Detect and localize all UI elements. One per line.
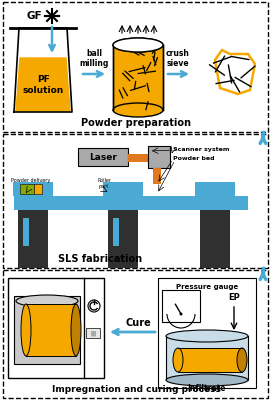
Ellipse shape bbox=[113, 103, 163, 117]
Bar bbox=[148, 146, 170, 168]
Bar bbox=[195, 182, 235, 196]
Text: EP: EP bbox=[228, 294, 240, 302]
Bar bbox=[86, 328, 100, 338]
Bar bbox=[13, 182, 53, 196]
Ellipse shape bbox=[71, 304, 81, 356]
Ellipse shape bbox=[113, 38, 163, 52]
Ellipse shape bbox=[237, 348, 247, 372]
Text: Powder bed: Powder bed bbox=[173, 156, 215, 162]
Bar bbox=[23, 218, 29, 246]
Bar bbox=[108, 210, 138, 268]
Bar bbox=[78, 148, 128, 166]
Text: PF
solution: PF solution bbox=[22, 75, 64, 95]
Bar bbox=[20, 184, 34, 194]
Ellipse shape bbox=[166, 330, 248, 342]
Text: Impregnation and curing process: Impregnation and curing process bbox=[52, 385, 220, 394]
Ellipse shape bbox=[21, 304, 31, 356]
Text: Scanner system: Scanner system bbox=[173, 148, 230, 152]
Text: |||: ||| bbox=[90, 330, 96, 336]
Bar bbox=[158, 278, 256, 388]
Text: ball
milling: ball milling bbox=[79, 49, 109, 68]
Bar bbox=[3, 270, 268, 398]
Text: Roller
part: Roller part bbox=[97, 178, 111, 189]
Bar bbox=[128, 154, 150, 162]
Bar bbox=[3, 134, 268, 268]
Text: Powder preparation: Powder preparation bbox=[81, 118, 191, 128]
Bar bbox=[166, 336, 248, 380]
Text: SLS fabrication: SLS fabrication bbox=[58, 254, 142, 264]
Bar bbox=[103, 182, 143, 196]
Text: Powder delivery
system: Powder delivery system bbox=[11, 178, 51, 189]
Bar bbox=[200, 210, 230, 268]
Bar bbox=[26, 304, 76, 356]
Polygon shape bbox=[14, 28, 72, 112]
Bar bbox=[34, 184, 42, 194]
Bar bbox=[113, 45, 163, 110]
Bar bbox=[14, 196, 248, 210]
Bar bbox=[18, 210, 48, 268]
Bar bbox=[8, 278, 104, 378]
Circle shape bbox=[88, 300, 100, 312]
Ellipse shape bbox=[173, 348, 183, 372]
Bar bbox=[113, 218, 119, 246]
Bar bbox=[162, 290, 200, 322]
Text: GF: GF bbox=[26, 11, 42, 21]
Ellipse shape bbox=[113, 38, 163, 52]
Bar bbox=[114, 45, 162, 110]
Bar bbox=[14, 296, 80, 364]
Ellipse shape bbox=[16, 295, 78, 307]
Bar bbox=[153, 168, 161, 184]
Polygon shape bbox=[16, 58, 70, 111]
Text: crush
sieve: crush sieve bbox=[166, 49, 190, 68]
Bar bbox=[178, 348, 242, 372]
Text: Laser: Laser bbox=[89, 152, 117, 162]
Text: Cure: Cure bbox=[125, 318, 151, 328]
Circle shape bbox=[180, 312, 182, 316]
Bar bbox=[3, 2, 268, 132]
Ellipse shape bbox=[166, 374, 248, 386]
Text: Pressure gauge: Pressure gauge bbox=[176, 284, 238, 290]
Text: Infiltrate: Infiltrate bbox=[188, 384, 226, 393]
